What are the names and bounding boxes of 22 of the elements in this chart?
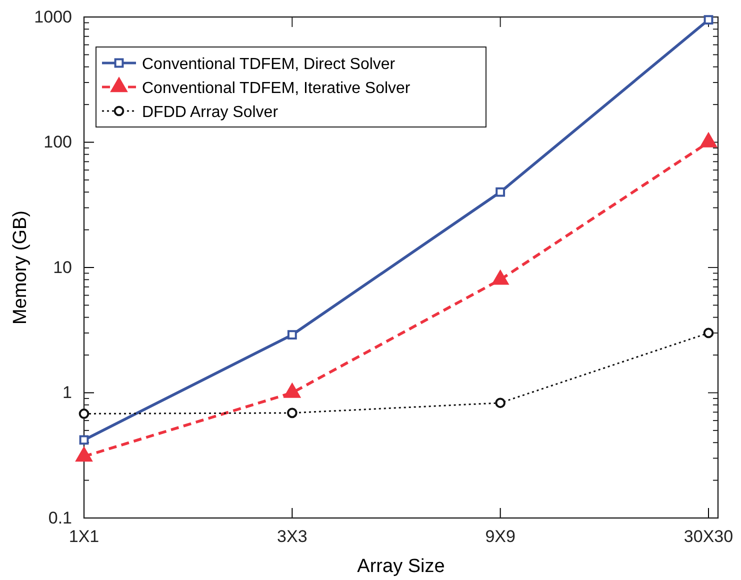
point bbox=[703, 328, 714, 338]
y-tick-label: 100 bbox=[44, 132, 72, 152]
point bbox=[287, 330, 297, 340]
x-tick-label: 9X9 bbox=[485, 527, 516, 546]
legend-label: Conventional TDFEM, Iterative Solver bbox=[142, 80, 411, 97]
legend-label: Conventional TDFEM, Direct Solver bbox=[142, 56, 396, 73]
y-axis-title: Memory (GB) bbox=[10, 210, 31, 324]
point bbox=[78, 408, 90, 419]
x-tick-label: 3X3 bbox=[277, 527, 308, 546]
point bbox=[496, 187, 506, 197]
point bbox=[704, 15, 714, 24]
x-axis-title: Array Size bbox=[357, 556, 445, 577]
point bbox=[79, 435, 89, 445]
x-tick-label: 1X1 bbox=[68, 527, 100, 546]
point bbox=[495, 398, 506, 408]
y-tick-label: 10 bbox=[53, 258, 72, 277]
y-tick-label: 1000 bbox=[34, 7, 72, 26]
x-tick-label: 30X30 bbox=[684, 527, 734, 546]
y-tick-label: 1 bbox=[62, 383, 72, 402]
point bbox=[286, 408, 298, 418]
legend-label: DFDD Array Solver bbox=[142, 104, 279, 121]
y-tick-label: 0.1 bbox=[48, 508, 72, 528]
